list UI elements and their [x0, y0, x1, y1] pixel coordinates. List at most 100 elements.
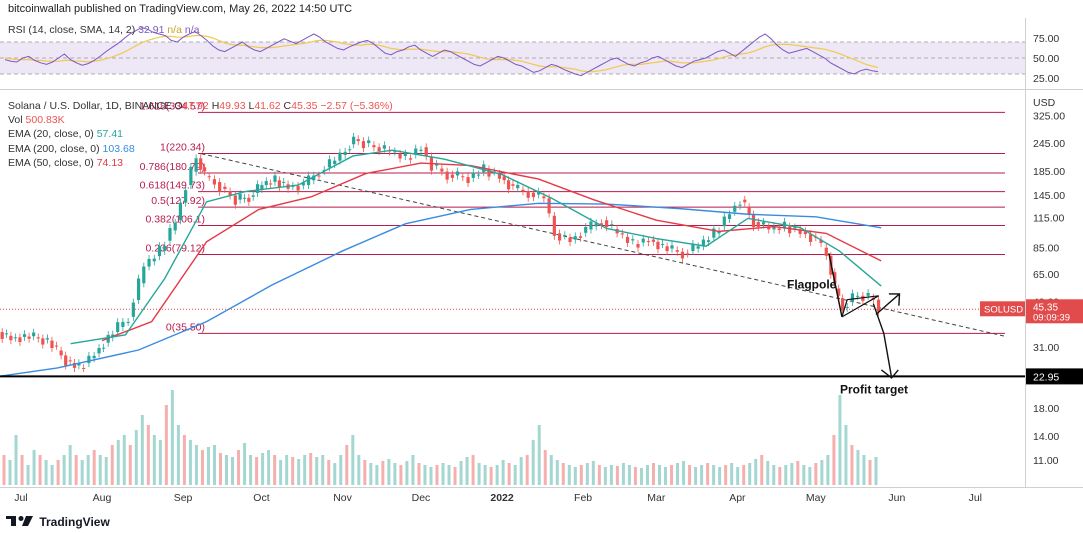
volume-bar [874, 457, 878, 485]
candle-body [526, 191, 530, 198]
volume-bar [363, 460, 367, 485]
volume-bar [712, 465, 716, 485]
legend-ema20-row: EMA (20, close, 0) 57.41 [8, 127, 393, 141]
volume-bar [561, 463, 565, 485]
candle-body [866, 292, 870, 296]
candle-body [273, 175, 277, 182]
candle-body [312, 175, 316, 181]
candle-body [701, 239, 705, 247]
volume-bar [62, 455, 66, 485]
candle-body [788, 226, 792, 234]
candle-body [82, 367, 86, 369]
candle-body [584, 227, 588, 233]
candle-body [722, 216, 726, 227]
volume-bar [760, 455, 764, 485]
candle-body [408, 158, 413, 160]
volume-bar [375, 465, 379, 485]
flagpole-line [828, 253, 843, 318]
volume-bar [742, 465, 746, 485]
volume-bar [513, 465, 517, 485]
candle-body [77, 363, 81, 366]
candle-body [605, 220, 609, 228]
candle-body [333, 160, 337, 165]
candle-body [680, 251, 685, 259]
candle-body [361, 141, 366, 149]
price-tick-label: 115.00 [1033, 213, 1064, 225]
candle-body [476, 174, 481, 176]
fib-label: 0.236(79.12) [145, 242, 205, 254]
candle-body [9, 335, 13, 341]
x-tick-label: Jul [14, 492, 27, 504]
candle-body [712, 228, 716, 238]
volume-bar [790, 463, 794, 485]
rsi-tick-label: 50.00 [1033, 53, 1059, 65]
price-panel[interactable]: USD 325.00 245.00 185.00 145.00 115.00 85.00 65… [0, 90, 1083, 487]
candle-body [352, 136, 356, 145]
rsi-legend: RSI (14, close, SMA, 14, 2) 32.91 n/a n/… [8, 24, 199, 36]
volume-bar [658, 465, 662, 485]
candle-body [557, 233, 562, 241]
x-tick-label: May [806, 492, 827, 504]
price-tick-label: 325.00 [1033, 110, 1065, 122]
candle-body [531, 192, 536, 198]
price-tick-label: 85.00 [1033, 242, 1059, 254]
volume-bar [507, 463, 511, 485]
ema200-line [0, 202, 882, 377]
volume-bar [796, 461, 800, 485]
candle-body [620, 233, 624, 235]
x-tick-label: 2022 [490, 492, 514, 504]
candle-body [116, 322, 120, 333]
candle-body [772, 226, 776, 230]
price-legend: Solana / U.S. Dollar, 1D, BINANCE O47.92… [8, 99, 393, 170]
candle-body [377, 147, 381, 152]
flag-triangle [841, 295, 879, 318]
candle-body [610, 224, 614, 226]
volume-bar [615, 466, 619, 485]
volume-bar [682, 461, 686, 485]
legend-ema50-row: EMA (50, close, 0) 74.13 [8, 156, 393, 170]
rsi-legend-na2: n/a [184, 24, 200, 36]
candle-body [223, 186, 227, 190]
volume-bar [862, 455, 866, 485]
volume-bar [116, 440, 120, 485]
legend-vol-label: Vol [8, 114, 23, 127]
volume-bar [339, 455, 343, 485]
candle-body [717, 231, 721, 234]
x-tick-label: Apr [729, 492, 746, 504]
legend-ema200-label: EMA (200, close, 0) [8, 142, 100, 155]
candle-body [761, 222, 766, 225]
volume-bar [519, 457, 523, 485]
candle-body [751, 214, 756, 228]
tv-logo-icon-svg [6, 516, 33, 526]
candle-body [54, 345, 59, 347]
time-axis[interactable]: Jul Aug Sep Oct Nov Dec 2022 Feb Mar Apr May Jun Jul [0, 487, 1083, 509]
time-axis-svg: Jul Aug Sep Oct Nov Dec 2022 Feb Mar Apr May Jun Jul [0, 487, 1083, 504]
legend-title: Solana / U.S. Dollar, 1D, BINANCE [8, 100, 172, 112]
volume-bar [134, 430, 138, 485]
candle-body [126, 321, 130, 323]
volume-bar [736, 467, 740, 485]
candle-body [338, 152, 342, 161]
candle-body [578, 236, 583, 238]
legend-ema20-label: EMA (20, close, 0) [8, 128, 94, 141]
volume-bar [194, 445, 198, 485]
candle-body [393, 151, 397, 153]
volume-bar [315, 457, 319, 485]
volume-bar [26, 465, 30, 485]
volume-bar [694, 467, 698, 485]
candle-body [242, 197, 247, 199]
candle-body [260, 185, 264, 189]
candle-body [798, 229, 802, 234]
candle-body [651, 239, 655, 242]
rsi-panel[interactable]: 75.00 50.00 25.00 RSI (14, close, SMA, 14,… [0, 18, 1083, 90]
volume-bar [32, 450, 36, 485]
candle-body [631, 239, 635, 241]
volume-bar [399, 465, 403, 485]
volume-bar [453, 467, 457, 485]
volume-bar [381, 461, 385, 485]
candle-body [322, 169, 326, 171]
candle-body [599, 223, 604, 226]
symbol-tag-bg [980, 301, 1025, 317]
x-tick-label: Mar [647, 492, 666, 504]
